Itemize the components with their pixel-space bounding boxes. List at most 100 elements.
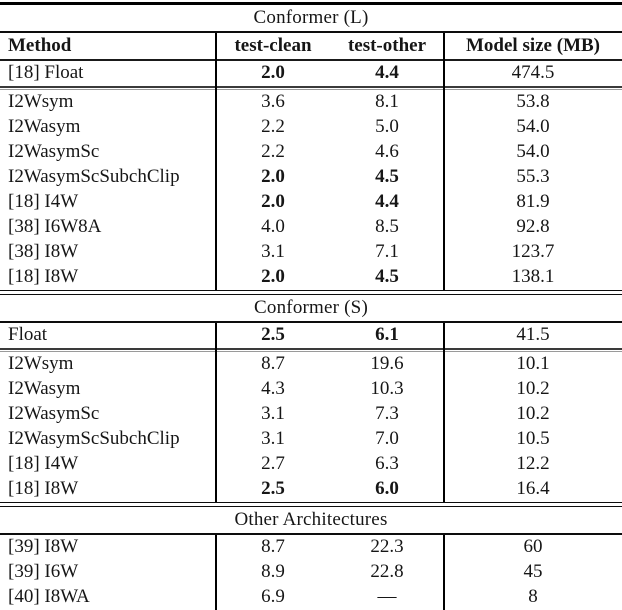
test-clean-cell: 2.0 [261, 266, 285, 287]
test-other-cell: 4.6 [375, 141, 399, 162]
test-other-cell: 7.0 [375, 428, 399, 449]
method-cell: [40] I8WA [8, 586, 90, 607]
header-row: Method test-clean test-other Model size … [0, 33, 622, 59]
test-clean-cell: 2.5 [261, 324, 285, 345]
section-body: Method test-clean test-other Model size … [0, 33, 622, 290]
column-divider [215, 534, 217, 610]
model-size-cell: 12.2 [516, 453, 550, 474]
method-cell: [18] I8W [8, 478, 79, 499]
test-clean-cell: 2.2 [261, 141, 285, 162]
method-cell: I2WasymScSubchClip [8, 428, 180, 449]
section-body: [39] I8W 8.7 22.3 60 [39] I6W 8.9 22.8 45 [40] I… [0, 534, 622, 610]
table-row: [18] I8W 2.0 4.5 138.1 [0, 265, 622, 290]
rule [0, 31, 622, 33]
rule [0, 532, 622, 535]
test-clean-cell: 3.6 [261, 91, 285, 112]
method-cell: I2Wsym [8, 353, 74, 374]
model-size-cell: 10.1 [516, 353, 550, 374]
test-other-cell: 4.5 [375, 266, 399, 287]
table-row: [18] I4W 2.7 6.3 12.2 [0, 452, 622, 477]
method-cell: I2Wsym [8, 91, 74, 112]
test-clean-cell: 4.0 [261, 216, 285, 237]
test-other-cell: 4.4 [375, 191, 399, 212]
rule [0, 320, 622, 323]
test-clean-cell: 3.1 [261, 403, 285, 424]
model-size-cell: 81.9 [516, 191, 550, 212]
test-clean-cell: 3.1 [261, 428, 285, 449]
rows-group: I2Wsym 3.6 8.1 53.8 I2Wasym 2.2 5.0 54.0 I2Wasym… [0, 90, 622, 290]
method-cell: [39] I6W [8, 561, 79, 582]
method-cell: Float [8, 324, 48, 345]
section-divider-rule [0, 289, 622, 295]
test-clean-cell: 2.2 [261, 116, 285, 137]
test-other-cell: — [377, 586, 397, 607]
method-cell: I2WasymSc [8, 141, 100, 162]
model-size-cell: 8 [528, 586, 538, 607]
table-row: [39] I8W 8.7 22.3 60 [0, 535, 622, 560]
table-row: I2Wsym 3.6 8.1 53.8 [0, 90, 622, 115]
model-size-cell: 41.5 [516, 324, 550, 345]
table-row: I2WasymSc 2.2 4.6 54.0 [0, 140, 622, 165]
column-divider [443, 322, 445, 502]
section-conformer-l: Conformer (L) Method test-clean test-oth… [0, 5, 622, 290]
model-size-cell: 10.2 [516, 378, 550, 399]
test-other-cell: 22.8 [370, 561, 404, 582]
table-row: I2Wsym 8.7 19.6 10.1 [0, 352, 622, 377]
column-header-method: Method [8, 35, 72, 56]
method-cell: I2WasymScSubchClip [8, 166, 180, 187]
table-row: [18] Float 2.0 4.4 474.5 [0, 61, 622, 86]
model-size-cell: 55.3 [516, 166, 550, 187]
table-top-rule [0, 2, 622, 5]
method-cell: [18] Float [8, 62, 84, 83]
test-clean-cell: 4.3 [261, 378, 285, 399]
model-size-cell: 138.1 [511, 266, 555, 287]
section-title: Conformer (L) [253, 7, 369, 28]
column-divider [443, 534, 445, 610]
rule [0, 347, 622, 352]
model-size-cell: 92.8 [516, 216, 550, 237]
section-divider-rule [0, 501, 622, 507]
method-cell: I2Wasym [8, 378, 81, 399]
test-clean-cell: 8.7 [261, 536, 285, 557]
test-other-cell: 5.0 [375, 116, 399, 137]
model-size-cell: 474.5 [511, 62, 555, 83]
method-cell: I2Wasym [8, 116, 81, 137]
test-other-cell: 19.6 [370, 353, 404, 374]
test-other-cell: 8.1 [375, 91, 399, 112]
model-size-cell: 54.0 [516, 116, 550, 137]
column-header-test-other: test-other [347, 35, 427, 56]
test-clean-cell: 2.0 [261, 166, 285, 187]
rule [0, 85, 622, 90]
table-row: [40] I8WA 6.9 — 8 [0, 585, 622, 610]
table-row: [18] I8W 2.5 6.0 16.4 [0, 477, 622, 502]
test-other-cell: 7.1 [375, 241, 399, 262]
column-divider [215, 322, 217, 502]
column-header-model-size: Model size (MB) [465, 35, 600, 56]
test-clean-cell: 6.9 [261, 586, 285, 607]
test-other-cell: 6.1 [375, 324, 399, 345]
method-cell: I2WasymSc [8, 403, 100, 424]
test-clean-cell: 2.5 [261, 478, 285, 499]
test-other-cell: 22.3 [370, 536, 404, 557]
method-cell: [18] I4W [8, 453, 79, 474]
rows-group: I2Wsym 8.7 19.6 10.1 I2Wasym 4.3 10.3 10.2 I2Was… [0, 352, 622, 502]
test-other-cell: 6.3 [375, 453, 399, 474]
model-size-cell: 53.8 [516, 91, 550, 112]
section-title: Other Architectures [234, 508, 388, 530]
table-row: I2Wasym 4.3 10.3 10.2 [0, 377, 622, 402]
table-row: [38] I8W 3.1 7.1 123.7 [0, 240, 622, 265]
section-other-architectures: Other Architectures [39] I8W 8.7 22.3 60 [39… [0, 507, 622, 610]
test-clean-cell: 8.9 [261, 561, 285, 582]
section-conformer-s: Conformer (S) Float 2.5 6.1 41.5 I2Wsym 8… [0, 295, 622, 502]
rule [0, 59, 622, 61]
test-other-cell: 4.4 [375, 62, 399, 83]
test-clean-cell: 3.1 [261, 241, 285, 262]
method-cell: [38] I8W [8, 241, 79, 262]
table-row: I2WasymSc 3.1 7.3 10.2 [0, 402, 622, 427]
test-other-cell: 8.5 [375, 216, 399, 237]
test-other-cell: 4.5 [375, 166, 399, 187]
column-divider [215, 33, 217, 290]
table-row: [18] I4W 2.0 4.4 81.9 [0, 190, 622, 215]
table-row: I2Wasym 2.2 5.0 54.0 [0, 115, 622, 140]
test-clean-cell: 2.7 [261, 453, 285, 474]
